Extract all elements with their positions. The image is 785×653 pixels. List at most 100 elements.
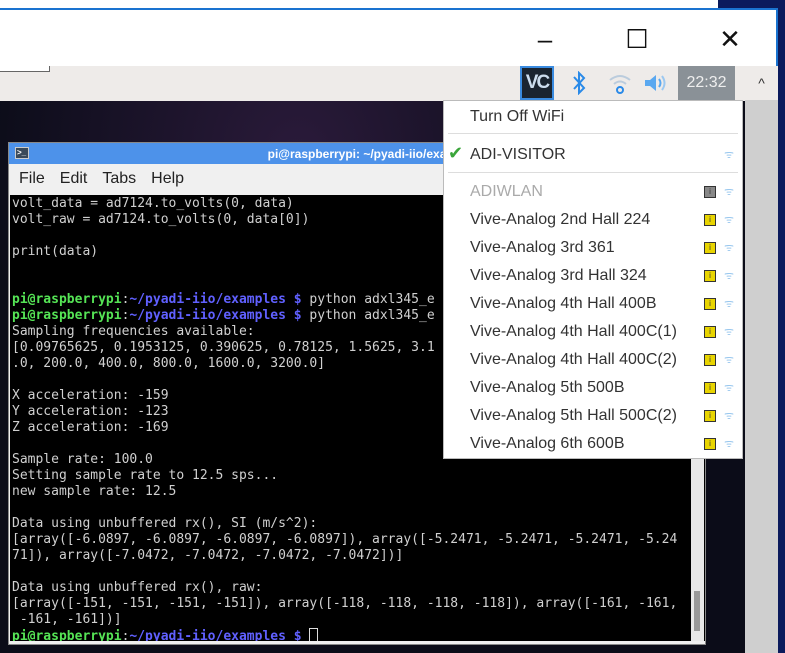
terminal-icon: >_ [15, 147, 29, 159]
minimize-button[interactable]: – [537, 23, 553, 54]
network-item[interactable]: Vive-Analog 3rd 361 [470, 234, 740, 262]
network-name: Vive-Analog 5th 500B [470, 379, 625, 396]
network-name: Vive-Analog 5th Hall 500C(2) [470, 407, 677, 424]
terminal-line: [array([-6.0897, -6.0897, -6.0897, -6.08… [12, 532, 705, 548]
terminal-menubar: File Edit Tabs Help [9, 164, 705, 194]
terminal-line: X acceleration: -159 [12, 388, 705, 404]
output-text: volt_raw = ad7124.to_volts(0, data[0]) [12, 212, 310, 227]
terminal-line: volt_data = ad7124.to_volts(0, data) [12, 196, 705, 212]
wifi-signal-icon: ᯤ [723, 149, 734, 161]
network-name: Vive-Analog 3rd Hall 324 [470, 267, 647, 284]
prompt-separator: : [121, 292, 130, 307]
network-item[interactable]: Vive-Analog 4th Hall 400C(2) [470, 346, 740, 374]
terminal-line: Setting sample rate to 12.5 sps... [12, 468, 705, 484]
menu-edit[interactable]: Edit [59, 170, 88, 187]
network-item[interactable]: Vive-Analog 3rd Hall 324 [470, 262, 740, 290]
prompt-separator: : [121, 629, 130, 641]
terminal-line: print(data) [12, 244, 705, 260]
network-name: ADI-VISITOR [470, 146, 566, 163]
terminal-line: Z acceleration: -169 [12, 420, 705, 436]
network-name: ADIWLAN [470, 183, 543, 200]
output-text: .0, 200.0, 400.0, 800.0, 1600.0, 3200.0] [12, 356, 326, 371]
lock-icon: i [704, 410, 716, 422]
output-text: [0.09765625, 0.1953125, 0.390625, 0.7812… [12, 340, 435, 355]
menu-help[interactable]: Help [151, 170, 185, 187]
output-text: Sampling frequencies available: [12, 324, 255, 339]
command-text: python adxl345_e [301, 308, 435, 323]
menu-tabs[interactable]: Tabs [102, 170, 137, 187]
terminal-line: new sample rate: 12.5 [12, 484, 705, 500]
terminal-line [12, 500, 705, 516]
prompt-path: ~/pyadi-iio/examples $ [129, 308, 302, 323]
desktop-edge-right [778, 8, 785, 653]
wifi-icon[interactable] [606, 70, 634, 96]
command-text: python adxl345_e [301, 292, 435, 307]
output-text: [array([-151, -151, -151, -151]), array(… [12, 596, 678, 611]
lock-icon: i [704, 354, 716, 366]
panel-fragment [0, 66, 50, 72]
wifi-signal-icon: ᯤ [723, 270, 734, 282]
prompt-user: pi@raspberrypi [12, 629, 122, 641]
lock-icon: i [704, 438, 716, 450]
wifi-signal-icon: ᯤ [723, 410, 734, 422]
vnc-icon[interactable]: VC [520, 66, 554, 100]
maximize-button[interactable]: ☐ [625, 23, 649, 54]
lock-icon: i [704, 298, 716, 310]
terminal-line [12, 564, 705, 580]
terminal-line: Sampling frequencies available: [12, 324, 705, 340]
wifi-signal-icon: ᯤ [723, 242, 734, 254]
terminal-line: .0, 200.0, 400.0, 800.0, 1600.0, 3200.0] [12, 356, 705, 372]
wifi-signal-icon: ᯤ [723, 214, 734, 226]
network-item-connected[interactable]: ADI-VISITOR [470, 141, 740, 169]
terminal-line: Y acceleration: -123 [12, 404, 705, 420]
prompt-user: pi@raspberrypi [12, 292, 122, 307]
lock-icon: i [704, 270, 716, 282]
terminal-line: pi@raspberrypi:~/pyadi-iio/examples $ [12, 628, 705, 641]
network-item[interactable]: Vive-Analog 4th Hall 400B [470, 290, 740, 318]
network-name: Vive-Analog 3rd 361 [470, 239, 615, 256]
network-name: Vive-Analog 4th Hall 400C(1) [470, 323, 677, 340]
lock-icon: i [704, 214, 716, 226]
prompt-user: pi@raspberrypi [12, 308, 122, 323]
network-item[interactable]: Vive-Analog 6th 600B [470, 430, 740, 458]
bluetooth-icon[interactable] [568, 70, 590, 96]
terminal-cursor [309, 628, 319, 641]
wifi-signal-icon: ᯤ [723, 438, 734, 450]
menu-file[interactable]: File [19, 170, 45, 187]
turn-off-wifi-item[interactable]: Turn Off WiFi [470, 108, 565, 125]
wifi-signal-icon: ᯤ [723, 354, 734, 366]
close-button[interactable]: ✕ [719, 23, 741, 54]
network-name: Vive-Analog 2nd Hall 224 [470, 211, 651, 228]
output-text: [array([-6.0897, -6.0897, -6.0897, -6.08… [12, 532, 678, 547]
desktop-edge [718, 0, 785, 9]
output-text: -161, -161])] [12, 612, 122, 627]
output-text: Setting sample rate to 12.5 sps... [12, 468, 279, 483]
network-item: ADIWLAN [470, 178, 740, 206]
terminal-line: pi@raspberrypi:~/pyadi-iio/examples $ py… [12, 308, 705, 324]
network-item[interactable]: Vive-Analog 5th Hall 500C(2) [470, 402, 740, 430]
network-name: Vive-Analog 4th Hall 400B [470, 295, 657, 312]
output-text: volt_data = ad7124.to_volts(0, data) [12, 196, 294, 211]
scrollbar-thumb[interactable] [694, 591, 700, 631]
checkmark-icon: ✔ [448, 143, 464, 163]
network-item[interactable]: Vive-Analog 2nd Hall 224 [470, 206, 740, 234]
output-text: Sample rate: 100.0 [12, 452, 153, 467]
terminal-line: -161, -161])] [12, 612, 705, 628]
lock-icon: i [704, 186, 716, 198]
terminal-line: [array([-151, -151, -151, -151]), array(… [12, 596, 705, 612]
side-scrollbar[interactable]: ^ [745, 66, 778, 653]
prompt-path: ~/pyadi-iio/examples $ [129, 292, 302, 307]
volume-icon[interactable] [642, 70, 670, 96]
network-item[interactable]: Vive-Analog 5th 500B [470, 374, 740, 402]
terminal-title: pi@raspberrypi: ~/pyadi-iio/exa [267, 146, 447, 161]
terminal-line: volt_raw = ad7124.to_volts(0, data[0]) [12, 212, 705, 228]
scroll-up-button[interactable]: ^ [745, 66, 778, 100]
menu-separator [448, 172, 738, 173]
prompt-separator: : [121, 308, 130, 323]
menu-separator [448, 133, 738, 134]
output-text: print(data) [12, 244, 99, 259]
network-item[interactable]: Vive-Analog 4th Hall 400C(1) [470, 318, 740, 346]
output-text: Z acceleration: -169 [12, 420, 169, 435]
clock[interactable]: 22:32 [678, 66, 735, 100]
wifi-signal-icon: ᯤ [723, 298, 734, 310]
